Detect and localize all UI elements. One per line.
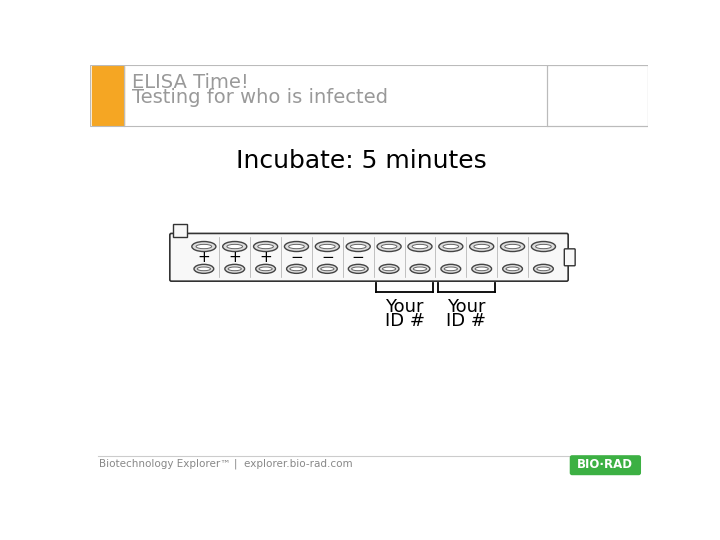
Text: ELISA Time!: ELISA Time!: [132, 72, 248, 91]
Ellipse shape: [472, 265, 492, 273]
Ellipse shape: [505, 245, 521, 249]
Bar: [91, 66, 124, 125]
Text: +: +: [197, 250, 210, 265]
Ellipse shape: [531, 241, 555, 252]
Ellipse shape: [441, 265, 461, 273]
Ellipse shape: [346, 241, 370, 252]
Ellipse shape: [222, 241, 247, 252]
Text: Incubate: 5 minutes: Incubate: 5 minutes: [236, 150, 487, 173]
Ellipse shape: [320, 267, 334, 271]
Text: −: −: [352, 250, 364, 265]
Ellipse shape: [284, 241, 308, 252]
FancyBboxPatch shape: [170, 233, 568, 281]
Ellipse shape: [534, 265, 553, 273]
Ellipse shape: [197, 267, 210, 271]
Ellipse shape: [444, 267, 457, 271]
Ellipse shape: [351, 267, 365, 271]
Ellipse shape: [475, 267, 488, 271]
Ellipse shape: [351, 245, 366, 249]
FancyBboxPatch shape: [564, 249, 575, 266]
Ellipse shape: [500, 241, 525, 252]
Ellipse shape: [194, 265, 214, 273]
FancyBboxPatch shape: [570, 455, 641, 475]
Ellipse shape: [320, 245, 336, 249]
Ellipse shape: [537, 267, 550, 271]
Ellipse shape: [287, 265, 306, 273]
Text: Testing for who is infected: Testing for who is infected: [132, 88, 388, 107]
Ellipse shape: [256, 265, 276, 273]
Ellipse shape: [382, 245, 397, 249]
Ellipse shape: [438, 241, 463, 252]
Text: ID #: ID #: [446, 312, 486, 330]
Text: Your: Your: [385, 298, 424, 316]
Ellipse shape: [258, 245, 274, 249]
Ellipse shape: [315, 241, 339, 252]
Ellipse shape: [227, 245, 243, 249]
Bar: [547, 65, 648, 126]
Ellipse shape: [289, 245, 305, 249]
Text: −: −: [321, 250, 333, 265]
Ellipse shape: [377, 241, 401, 252]
Ellipse shape: [443, 245, 459, 249]
Ellipse shape: [382, 267, 396, 271]
Ellipse shape: [410, 265, 430, 273]
Ellipse shape: [503, 265, 523, 273]
Text: Biotechnology Explorer™ |  explorer.bio-rad.com: Biotechnology Explorer™ | explorer.bio-r…: [99, 458, 353, 469]
Ellipse shape: [290, 267, 303, 271]
Text: BIO·RAD: BIO·RAD: [577, 458, 634, 471]
Bar: [547, 65, 648, 126]
Ellipse shape: [196, 245, 212, 249]
Ellipse shape: [348, 265, 368, 273]
Text: +: +: [228, 250, 241, 265]
Ellipse shape: [379, 265, 399, 273]
Ellipse shape: [408, 241, 432, 252]
Bar: [90, 65, 648, 126]
Text: ID #: ID #: [384, 312, 425, 330]
Text: −: −: [290, 250, 303, 265]
Ellipse shape: [469, 241, 494, 252]
Text: Your: Your: [447, 298, 485, 316]
Ellipse shape: [412, 245, 428, 249]
Bar: [90, 65, 648, 126]
Ellipse shape: [253, 241, 278, 252]
Ellipse shape: [413, 267, 426, 271]
Ellipse shape: [318, 265, 337, 273]
Ellipse shape: [259, 267, 272, 271]
Text: +: +: [259, 250, 272, 265]
Ellipse shape: [474, 245, 490, 249]
Ellipse shape: [228, 267, 241, 271]
FancyBboxPatch shape: [173, 224, 187, 237]
Ellipse shape: [225, 265, 245, 273]
Ellipse shape: [506, 267, 519, 271]
Ellipse shape: [192, 241, 216, 252]
Ellipse shape: [536, 245, 552, 249]
